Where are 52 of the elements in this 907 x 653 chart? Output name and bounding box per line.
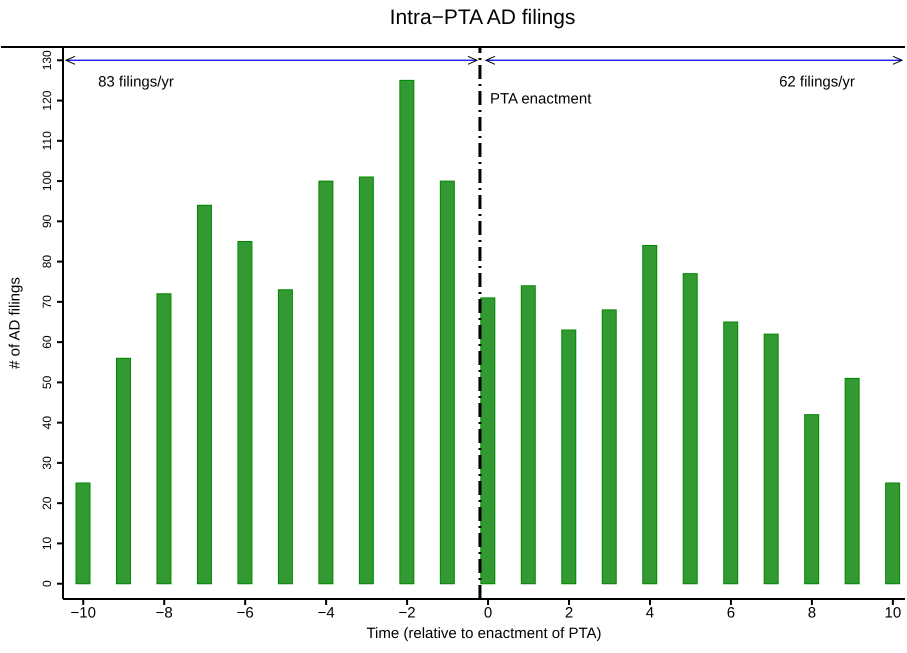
annotation: 83 filings/yr [98, 73, 174, 90]
bar [358, 176, 374, 584]
bar [804, 414, 820, 584]
x-tick-label: −2 [398, 604, 416, 622]
y-tick-label: 20 [40, 496, 54, 510]
bar [399, 80, 414, 584]
chart-title: Intra−PTA AD filings [388, 6, 576, 30]
y-tick-label: 110 [40, 130, 54, 150]
y-tick-label: 120 [40, 90, 54, 111]
x-tick-label: −8 [156, 604, 173, 622]
y-tick-label: 130 [40, 50, 54, 70]
y-tick-label: 30 [40, 456, 54, 470]
bar [520, 285, 536, 584]
x-axis-title: Time (relative to enactment of PTA) [365, 625, 603, 642]
y-axis-title: # of AD filings [6, 277, 24, 369]
bar [602, 309, 617, 584]
bar [642, 244, 658, 584]
x-tick-label: 2 [564, 604, 574, 622]
x-tick-label: 0 [484, 604, 492, 622]
x-tick-label: 4 [646, 604, 654, 622]
bar [561, 330, 576, 584]
y-tick-label: 60 [40, 335, 54, 349]
bar [682, 273, 698, 584]
y-tick-label: 100 [40, 170, 54, 192]
bar [480, 297, 496, 584]
x-tick-label: 6 [726, 604, 736, 622]
y-tick-label: 50 [40, 375, 54, 390]
y-tick-label: 80 [40, 254, 54, 268]
bar [440, 180, 455, 584]
y-tick-label: 10 [40, 536, 54, 550]
x-tick-label: −10 [70, 604, 96, 622]
bar [278, 289, 293, 584]
ref-line-label: PTA enactment [490, 90, 592, 108]
x-tick-label: 8 [808, 604, 816, 622]
y-tick-label: 90 [40, 214, 54, 228]
bar [156, 293, 172, 584]
y-tick-label: 0 [40, 580, 54, 588]
bar [76, 482, 90, 584]
y-tick-label: 40 [40, 416, 54, 430]
x-tick-label: −4 [318, 604, 335, 622]
x-tick-label: −6 [236, 604, 254, 622]
x-tick-label: 10 [884, 604, 902, 622]
bar [196, 204, 212, 584]
annotation: 62 filings/yr [779, 73, 855, 90]
y-tick-label: 70 [40, 294, 54, 309]
bar [723, 321, 738, 584]
bar [116, 358, 131, 584]
bar [237, 240, 252, 584]
bar [885, 482, 900, 584]
bar [764, 334, 779, 584]
bar [318, 180, 334, 584]
bar [844, 378, 860, 584]
